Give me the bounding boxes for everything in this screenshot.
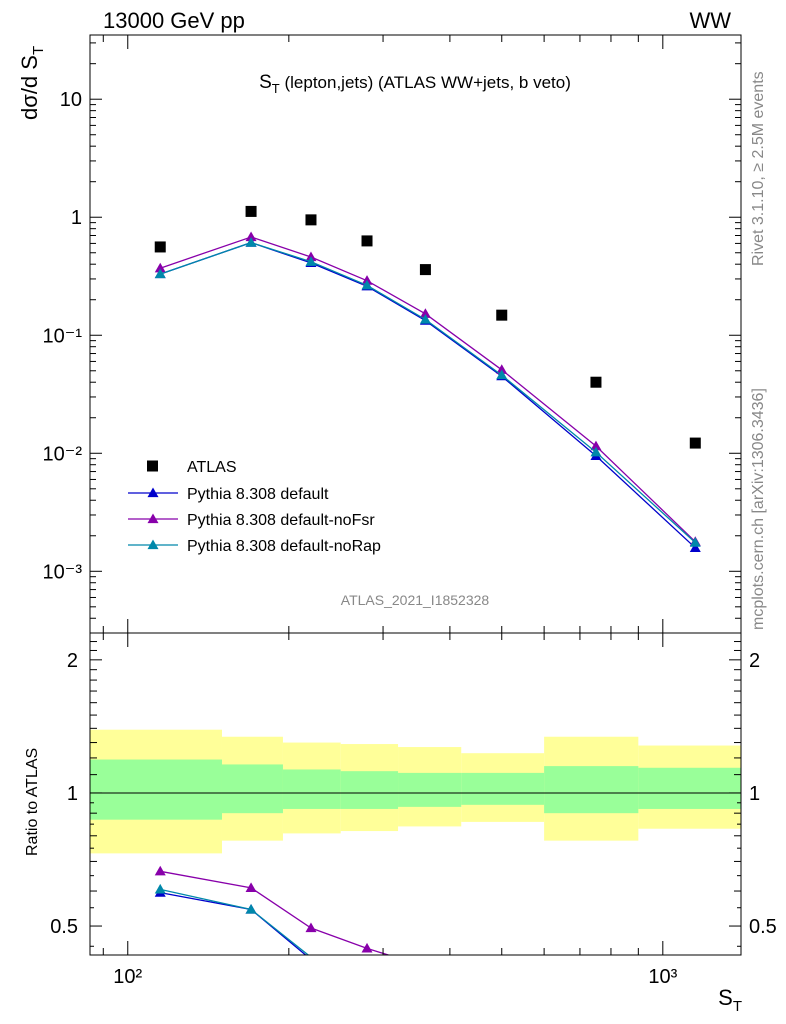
series-marker xyxy=(154,268,166,279)
legend-label: Pythia 8.308 default xyxy=(187,486,329,503)
legend: ATLAS Pythia 8.308 default Pythia 8.308 de… xyxy=(128,459,381,555)
legend-label: Pythia 8.308 default-noRap xyxy=(187,538,381,555)
uncertainty-band-inner xyxy=(90,759,222,820)
uncertainty-band-inner xyxy=(340,771,399,809)
legend-marker xyxy=(147,539,159,550)
header-left: 13000 GeV pp xyxy=(103,8,245,33)
analysis-watermark: ATLAS_2021_I1852328 xyxy=(341,592,490,608)
x-axis-label: ST xyxy=(718,985,742,1015)
series-marker xyxy=(305,256,317,266)
ratio-y-tick-label-right: 0.5 xyxy=(749,916,777,938)
main-title-rest: (lepton,jets) (ATLAS WW+jets, b veto) xyxy=(280,73,571,92)
uncertainty-band-inner xyxy=(221,764,283,814)
series-marker xyxy=(689,542,701,552)
atlas-data-point xyxy=(154,241,166,253)
atlas-data-point xyxy=(419,264,431,276)
series-marker xyxy=(154,262,166,273)
ratio-y-tick-label-right: 2 xyxy=(749,650,760,672)
mcplots-label: mcplots.cern.ch [arXiv:1306.3436] xyxy=(750,388,767,630)
main-title: ST (lepton,jets) (ATLAS WW+jets, b veto) xyxy=(259,72,571,96)
uncertainty-band-inner xyxy=(638,767,741,809)
series-line xyxy=(159,241,696,544)
y-axis-label-main: dσ/d S xyxy=(17,55,42,120)
y-tick-label: 10⁻³ xyxy=(43,561,83,583)
atlas-data-point xyxy=(361,235,373,247)
y-axis-label: dσ/d ST xyxy=(17,46,47,120)
legend-label: Pythia 8.308 default-noFsr xyxy=(187,512,375,529)
ratio-y-tick-label: 0.5 xyxy=(50,916,78,938)
legend-marker xyxy=(147,513,159,524)
series-marker xyxy=(245,231,257,242)
y-tick-label: 10⁻¹ xyxy=(43,325,83,347)
legend-label: ATLAS xyxy=(187,459,237,476)
x-axis-label-sub: T xyxy=(733,998,742,1015)
ratio-panel: Ratio to ATLAS ST 2 2 1 1 0.5 0.5 10² 10³ xyxy=(24,632,777,1015)
y-tick-label: 10⁻² xyxy=(43,443,83,465)
atlas-data-point xyxy=(496,309,508,321)
series-marker xyxy=(590,446,602,457)
ratio-series-line xyxy=(160,891,307,955)
series-marker xyxy=(496,364,508,374)
atlas-data-point xyxy=(245,205,257,217)
series-marker xyxy=(245,237,257,247)
ratio-series-marker xyxy=(361,942,373,953)
ratio-y-tick-label-right: 1 xyxy=(749,783,760,805)
ratio-series-marker xyxy=(305,922,317,933)
main-panel: ST (lepton,jets) (ATLAS WW+jets, b veto)… xyxy=(17,34,742,634)
legend-marker xyxy=(147,487,159,498)
y-tick-label: 10 xyxy=(60,89,82,111)
series-marker xyxy=(496,369,508,380)
series-marker xyxy=(361,279,373,290)
ratio-y-tick-label: 2 xyxy=(67,650,78,672)
x-tick-label: 10² xyxy=(113,966,142,988)
ratio-series-marker xyxy=(154,865,166,876)
series-line xyxy=(159,236,696,543)
ratio-series-group xyxy=(154,865,391,955)
uncertainty-band-inner xyxy=(398,772,462,807)
uncertainty-band-inner xyxy=(544,766,639,814)
uncertainty-band-inner xyxy=(461,772,545,805)
ratio-series-marker xyxy=(245,882,257,892)
y-axis-label-sub: T xyxy=(30,46,47,55)
series-marker xyxy=(689,537,701,547)
x-tick-label: 10³ xyxy=(648,966,677,988)
uncertainty-band-inner xyxy=(282,769,341,809)
ratio-frame xyxy=(89,632,742,956)
main-title-main: S xyxy=(259,72,272,93)
atlas-data-point xyxy=(590,376,602,388)
series-marker xyxy=(419,313,431,324)
header-right: WW xyxy=(689,8,731,33)
series-marker xyxy=(419,308,431,318)
ratio-y-tick-label: 1 xyxy=(67,783,78,805)
legend-marker xyxy=(147,460,158,472)
ratio-series-line xyxy=(160,888,310,955)
ratio-y-axis-label: Ratio to ATLAS xyxy=(24,748,41,856)
ratio-series-line xyxy=(160,870,391,955)
y-tick-label: 1 xyxy=(71,207,82,229)
main-title-sub: T xyxy=(272,81,280,96)
atlas-data-point xyxy=(689,437,701,449)
series-marker xyxy=(590,440,602,451)
ratio-series-marker xyxy=(154,883,166,894)
rivet-version-label: Rivet 3.1.10, ≥ 2.5M events xyxy=(750,71,767,266)
x-axis-label-main: S xyxy=(718,985,733,1010)
atlas-data-point xyxy=(305,214,317,226)
ratio-series-marker xyxy=(245,903,257,914)
